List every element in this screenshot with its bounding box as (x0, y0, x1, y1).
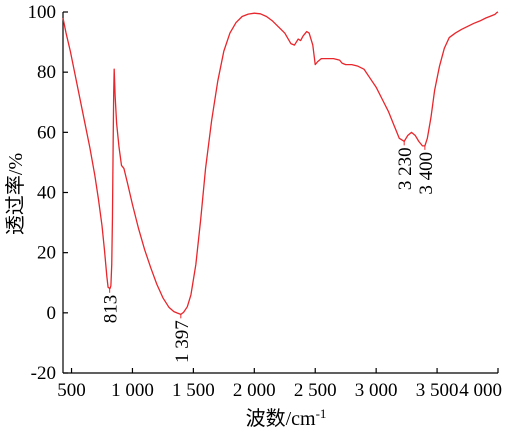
peak-label: 3 400 (416, 152, 437, 195)
x-tick-label: 500 (57, 380, 86, 401)
peak-label: 813 (101, 295, 122, 324)
x-tick-label: 1 000 (111, 380, 154, 401)
y-tick-label: 80 (37, 62, 56, 83)
plot-area: -20 0 20 40 60 80 100 500 1 000 1 500 2 000 2 500 3 … (28, 2, 503, 401)
y-tick-label: 60 (37, 122, 56, 143)
x-tick-label: 3 500 (416, 380, 459, 401)
x-axis-title-superscript: -1 (316, 406, 327, 421)
x-axis-title: 波数/cm-1 (246, 406, 327, 430)
peak-label: 3 230 (395, 147, 416, 190)
spectrum-line (62, 11, 499, 315)
y-tick-label: 100 (28, 2, 57, 23)
y-tick-label: 40 (37, 183, 56, 204)
x-tick-label: 3 000 (355, 380, 398, 401)
x-tick-label: 2 500 (294, 380, 337, 401)
y-tick-label: 0 (47, 303, 57, 324)
x-tick-label: 2 000 (233, 380, 276, 401)
x-tick-label: 4 000 (459, 380, 502, 401)
peak-label: 1 397 (172, 320, 193, 363)
y-axis-title: 透过率/% (4, 153, 27, 235)
x-tick-label: 1 500 (172, 380, 215, 401)
x-axis-title-text: 波数/cm (246, 407, 316, 430)
y-tick-label: 20 (37, 243, 56, 264)
y-tick-label: -20 (31, 363, 56, 384)
